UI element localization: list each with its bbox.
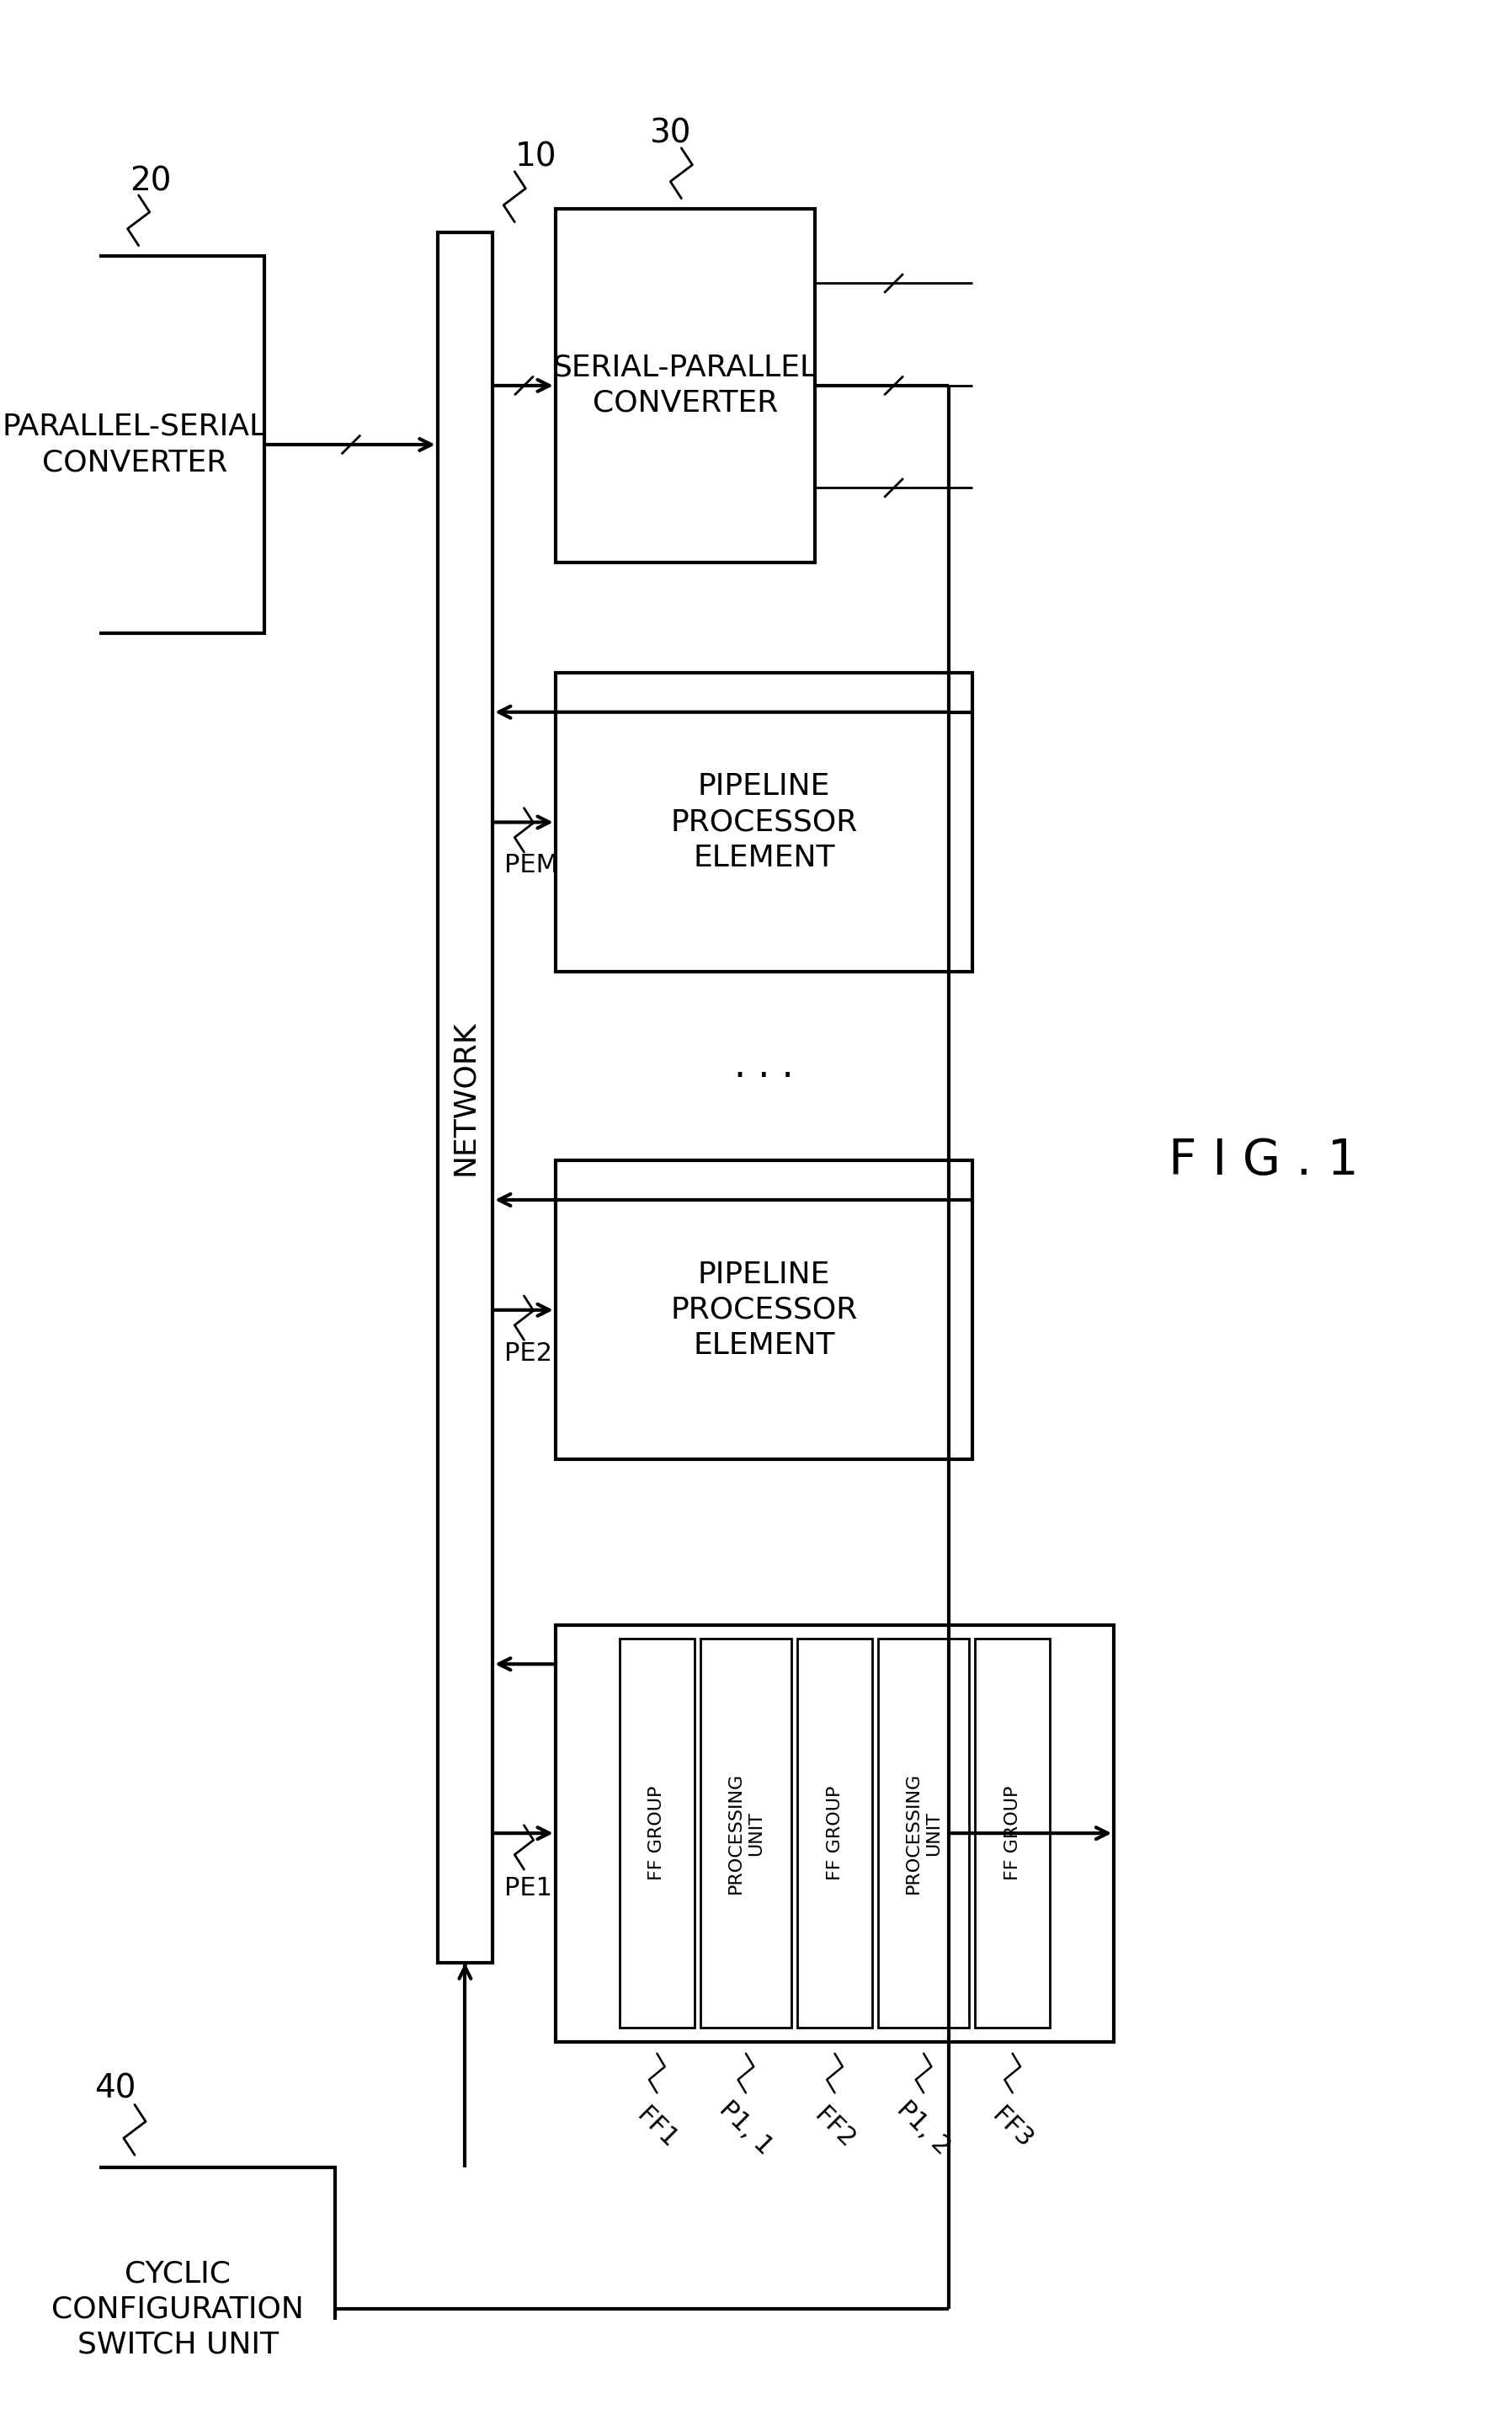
Text: PROCESSING
UNIT: PROCESSING UNIT [727, 1771, 765, 1895]
Bar [878, 1638, 969, 2028]
Text: FF1: FF1 [632, 2103, 682, 2154]
Text: P1, 1: P1, 1 [714, 2096, 777, 2159]
Text: FF2: FF2 [810, 2103, 859, 2154]
Text: 10: 10 [516, 140, 556, 174]
Text: NETWORK: NETWORK [451, 1019, 479, 1176]
Bar [21, 2168, 336, 2420]
Bar [555, 673, 972, 973]
Bar [555, 1162, 972, 1459]
Text: P1, 2: P1, 2 [892, 2096, 956, 2159]
Bar [437, 232, 493, 1963]
Text: 20: 20 [130, 165, 171, 196]
Text: PROCESSING
UNIT: PROCESSING UNIT [904, 1771, 942, 1895]
Text: SERIAL-PARALLEL
CONVERTER: SERIAL-PARALLEL CONVERTER [553, 353, 818, 419]
Text: PARALLEL-SERIAL
CONVERTER: PARALLEL-SERIAL CONVERTER [3, 411, 268, 477]
Bar [797, 1638, 872, 2028]
Text: PIPELINE
PROCESSOR
ELEMENT: PIPELINE PROCESSOR ELEMENT [670, 772, 857, 871]
Text: 40: 40 [94, 2074, 136, 2105]
Bar [555, 1624, 1114, 2042]
Bar [620, 1638, 694, 2028]
Bar [555, 208, 815, 561]
Text: FF GROUP: FF GROUP [1004, 1786, 1021, 1880]
Text: PE1: PE1 [505, 1876, 552, 1900]
Text: FF3: FF3 [987, 2103, 1037, 2154]
Text: F I G . 1: F I G . 1 [1169, 1137, 1358, 1183]
Text: FF GROUP: FF GROUP [827, 1786, 844, 1880]
Bar [700, 1638, 791, 2028]
Bar [5, 257, 265, 634]
Text: CYCLIC
CONFIGURATION
SWITCH UNIT: CYCLIC CONFIGURATION SWITCH UNIT [51, 2260, 304, 2360]
Text: FF GROUP: FF GROUP [649, 1786, 665, 1880]
Bar [975, 1638, 1049, 2028]
Text: PIPELINE
PROCESSOR
ELEMENT: PIPELINE PROCESSOR ELEMENT [670, 1261, 857, 1360]
Text: 30: 30 [649, 119, 691, 150]
Text: PEM: PEM [505, 854, 558, 878]
Text: PE2: PE2 [505, 1341, 552, 1365]
Text: . . .: . . . [735, 1048, 794, 1084]
